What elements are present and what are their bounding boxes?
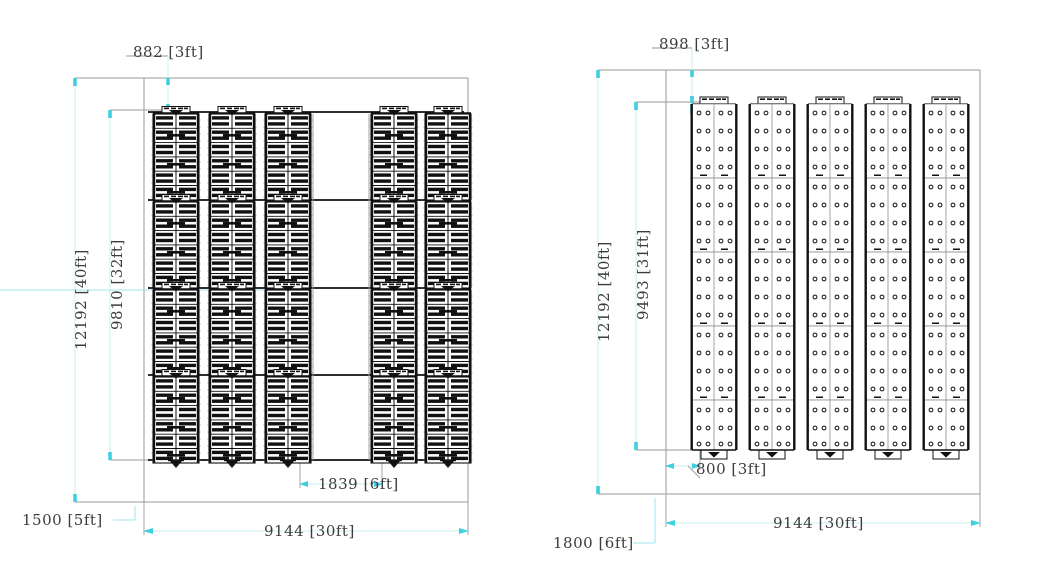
left-dim-overall-height-label: 12192 [40ft] bbox=[72, 249, 90, 350]
right-dim-top-offset bbox=[652, 47, 694, 116]
right-column-2 bbox=[748, 96, 796, 460]
right-dim-inner-height bbox=[634, 102, 638, 450]
right-dim-left-offset bbox=[633, 498, 656, 544]
right-column-grid bbox=[690, 96, 970, 460]
left-aisle-edges bbox=[312, 114, 370, 460]
right-dim-inner-height-label: 9493 [31ft] bbox=[634, 229, 652, 320]
left-dim-inner-height bbox=[108, 110, 112, 460]
right-column-4 bbox=[864, 96, 912, 460]
right-column-1 bbox=[690, 96, 738, 460]
left-dim-inner-height-label: 9810 [32ft] bbox=[108, 239, 126, 330]
left-dim-aisle-width-label: 1839 [6ft] bbox=[318, 475, 399, 493]
right-extension-lines bbox=[598, 69, 981, 527]
left-rack-grid bbox=[150, 105, 474, 464]
right-view-group bbox=[596, 47, 981, 544]
left-dim-aisle-width bbox=[299, 481, 383, 487]
left-view-group bbox=[0, 55, 474, 535]
right-dim-top-offset-label: 898 [3ft] bbox=[659, 35, 730, 53]
right-column-5 bbox=[922, 96, 970, 460]
right-dim-bottom-offset-label: 800 [3ft] bbox=[696, 460, 767, 478]
right-dim-bottom-offset bbox=[665, 463, 701, 479]
left-dim-overall-width bbox=[143, 528, 469, 534]
right-dim-overall-width-label: 9144 [30ft] bbox=[773, 514, 864, 532]
right-column-3 bbox=[806, 96, 854, 460]
left-dim-left-offset bbox=[113, 506, 136, 521]
right-dim-overall-width bbox=[665, 520, 981, 526]
left-dim-top-offset-label: 882 [3ft] bbox=[133, 43, 204, 61]
right-dim-overall-height-label: 12192 [40ft] bbox=[595, 241, 613, 342]
left-dim-left-offset-label: 1500 [5ft] bbox=[22, 511, 103, 529]
left-dim-overall-width-label: 9144 [30ft] bbox=[264, 522, 355, 540]
right-dim-left-offset-label: 1800 [6ft] bbox=[553, 534, 634, 552]
right-room-boundary bbox=[665, 69, 981, 495]
right-dim-overall-height bbox=[596, 70, 600, 494]
